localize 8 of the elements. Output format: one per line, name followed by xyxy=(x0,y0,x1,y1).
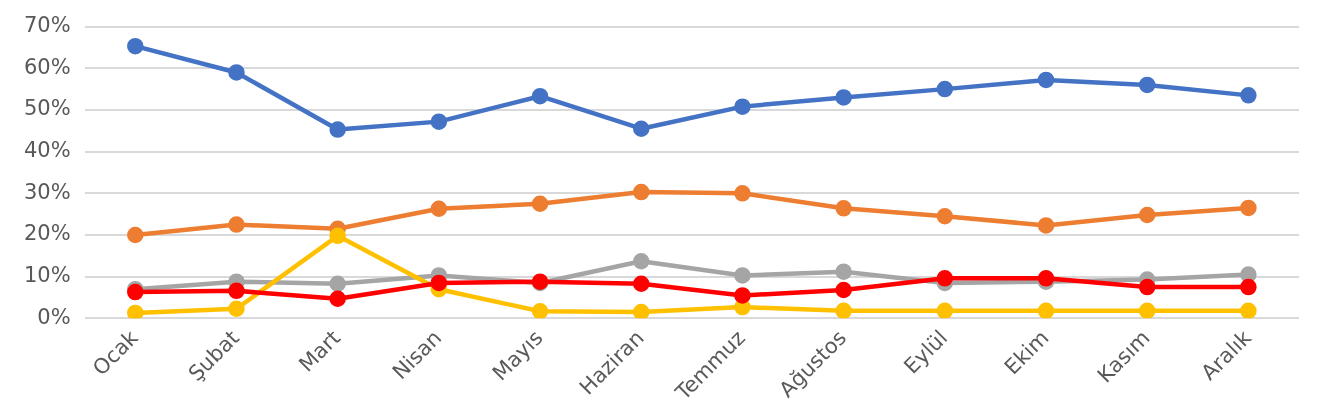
y-tick-label: 20% xyxy=(23,221,71,246)
y-tick-label: 50% xyxy=(23,96,71,121)
y-tick-label: 40% xyxy=(23,138,71,163)
y-tick-label: 10% xyxy=(23,263,71,288)
y-tick-label: 60% xyxy=(23,54,71,79)
y-tick-label: 0% xyxy=(37,304,71,329)
y-tick-label: 70% xyxy=(23,13,71,38)
y-tick-label: 30% xyxy=(23,179,71,204)
